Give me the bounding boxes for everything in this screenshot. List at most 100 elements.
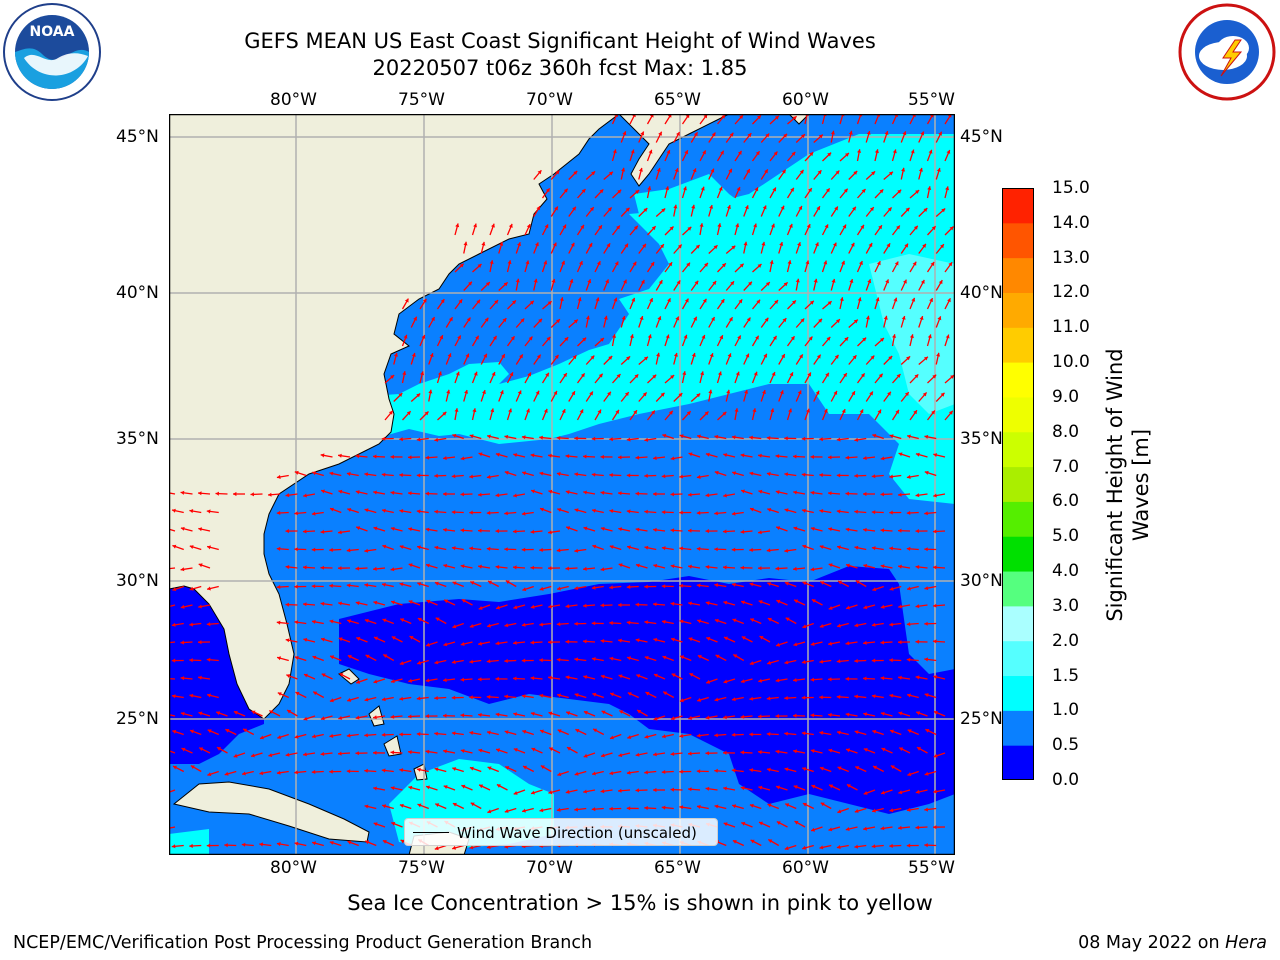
- wave-direction-arrowhead: [657, 316, 662, 321]
- wave-direction-arrowhead: [189, 693, 194, 698]
- wave-direction-arrowhead: [799, 169, 804, 174]
- wave-direction-arrowhead: [435, 803, 440, 807]
- wave-direction-arrowhead: [399, 509, 404, 514]
- wave-direction-arrowhead: [759, 636, 764, 640]
- wave-direction-arrowhead: [696, 583, 701, 588]
- wave-direction-arrowhead: [784, 436, 788, 441]
- wave-direction-arrowhead: [915, 493, 920, 498]
- wave-direction-arrowhead: [914, 374, 919, 379]
- wave-direction-arrowhead: [819, 695, 823, 700]
- wave-direction-arrowhead: [285, 602, 289, 607]
- colorbar-bin: [1002, 257, 1034, 293]
- wave-direction-arrowhead: [522, 808, 526, 813]
- wave-direction-arrowhead: [766, 436, 771, 441]
- wave-direction-arrowhead: [909, 334, 914, 339]
- wave-direction-arrowhead: [686, 411, 691, 416]
- wave-direction-arrowhead: [790, 336, 795, 341]
- wave-direction-arrowhead: [494, 300, 498, 304]
- wave-direction-arrowhead: [928, 149, 933, 154]
- ocean-1.0-1.5-patch: [634, 174, 749, 229]
- wave-direction-arrowhead: [789, 372, 794, 377]
- wave-direction-arrowhead: [381, 472, 386, 477]
- wave-direction-arrowhead: [798, 205, 803, 210]
- wave-direction-arrowhead: [428, 389, 433, 394]
- wave-direction-arrowhead: [758, 600, 763, 604]
- wave-direction-arrowhead: [688, 751, 692, 756]
- wave-direction-arrowhead: [554, 206, 558, 211]
- wave-direction-arrowhead: [845, 455, 850, 460]
- wave-direction-arrowhead: [854, 437, 859, 442]
- wave-direction-arrowhead: [901, 167, 906, 172]
- wave-direction-arrowhead: [521, 511, 526, 516]
- ocean-1.0-1.5-region: [239, 134, 955, 504]
- wave-direction-arrowhead: [832, 242, 837, 247]
- wave-direction-arrowhead: [653, 637, 658, 642]
- wave-direction-arrowhead: [933, 603, 937, 608]
- wave-direction-arrowhead: [243, 728, 248, 733]
- wave-direction-arrowhead: [563, 188, 568, 193]
- wave-direction-arrowhead: [682, 371, 687, 375]
- wave-direction-arrowhead: [487, 623, 491, 628]
- wave-direction-arrowhead: [330, 507, 334, 512]
- wave-direction-arrowhead: [836, 437, 841, 442]
- wave-direction-arrowhead: [718, 371, 722, 376]
- wave-direction-arrowhead: [320, 453, 325, 458]
- wave-direction-arrowhead: [688, 528, 692, 533]
- wave-direction-arrowhead: [294, 470, 299, 475]
- colorbar-tick-label: 0.0: [1052, 770, 1080, 790]
- lon-tick-top-80w: 80°W: [270, 90, 317, 110]
- wave-direction-arrowhead: [399, 768, 404, 773]
- wave-direction-arrowhead: [784, 846, 789, 851]
- wave-direction-arrowhead: [911, 297, 916, 302]
- wave-direction-arrowhead: [919, 316, 924, 320]
- wave-direction-arrowhead: [525, 260, 530, 265]
- wave-direction-arrowhead: [679, 583, 683, 588]
- wave-direction-arrowhead: [640, 279, 645, 284]
- wave-direction-arrowhead: [705, 452, 710, 457]
- wave-direction-arrowhead: [460, 642, 465, 646]
- wave-direction-arrowhead: [276, 546, 281, 551]
- wave-direction-arrowhead: [549, 747, 554, 752]
- wave-direction-arrowhead: [679, 546, 683, 551]
- wave-direction-arrowhead: [836, 319, 840, 324]
- wave-direction-arrowhead: [592, 771, 596, 776]
- wave-direction-arrowhead: [854, 545, 859, 550]
- wave-direction-arrowhead: [933, 529, 937, 534]
- wave-direction-arrowhead: [924, 843, 928, 848]
- wave-direction-arrowhead: [391, 600, 395, 605]
- wave-direction-arrowhead: [723, 822, 728, 827]
- wave-direction-arrowhead: [408, 563, 413, 568]
- sea-ice-note: Sea Ice Concentration > 15% is shown in …: [347, 891, 933, 915]
- wave-direction-arrowhead: [680, 655, 685, 660]
- wave-direction-arrowhead: [574, 586, 579, 591]
- wave-direction-arrowhead: [873, 765, 877, 770]
- wave-direction-arrowhead: [320, 565, 324, 570]
- wave-direction-arrowhead: [915, 190, 920, 194]
- wave-direction-arrowhead: [797, 390, 802, 395]
- wave-direction-arrowhead: [539, 586, 544, 591]
- wave-direction-arrowhead: [740, 714, 745, 719]
- wave-direction-arrowhead: [872, 808, 876, 813]
- wave-direction-arrowhead: [819, 545, 824, 549]
- wave-direction-arrowhead: [434, 581, 439, 586]
- wave-direction-arrowhead: [382, 582, 386, 587]
- wave-direction-arrowhead: [764, 317, 769, 322]
- wave-direction-arrowhead: [679, 619, 684, 624]
- wave-direction-arrowhead: [198, 640, 202, 645]
- wave-direction-arrowhead: [502, 318, 507, 323]
- wave-direction-arrowhead: [938, 131, 942, 136]
- wave-direction-arrowhead: [495, 712, 500, 717]
- wave-direction-arrowhead: [434, 660, 439, 665]
- wave-direction-arrowhead: [508, 408, 512, 413]
- wave-direction-arrowhead: [950, 375, 955, 379]
- wave-direction-arrowhead: [694, 280, 699, 285]
- wave-direction-arrowhead: [836, 845, 841, 850]
- wave-direction-arrowhead: [889, 658, 893, 663]
- wave-direction-arrowhead: [172, 587, 177, 592]
- wave-direction-arrowhead: [540, 729, 544, 734]
- wave-direction-arrowhead: [556, 657, 561, 662]
- wave-direction-arrowhead: [726, 389, 731, 394]
- wave-direction-arrowhead: [670, 751, 675, 756]
- wave-direction-arrowhead: [171, 622, 176, 627]
- wave-direction-arrowhead: [653, 456, 657, 461]
